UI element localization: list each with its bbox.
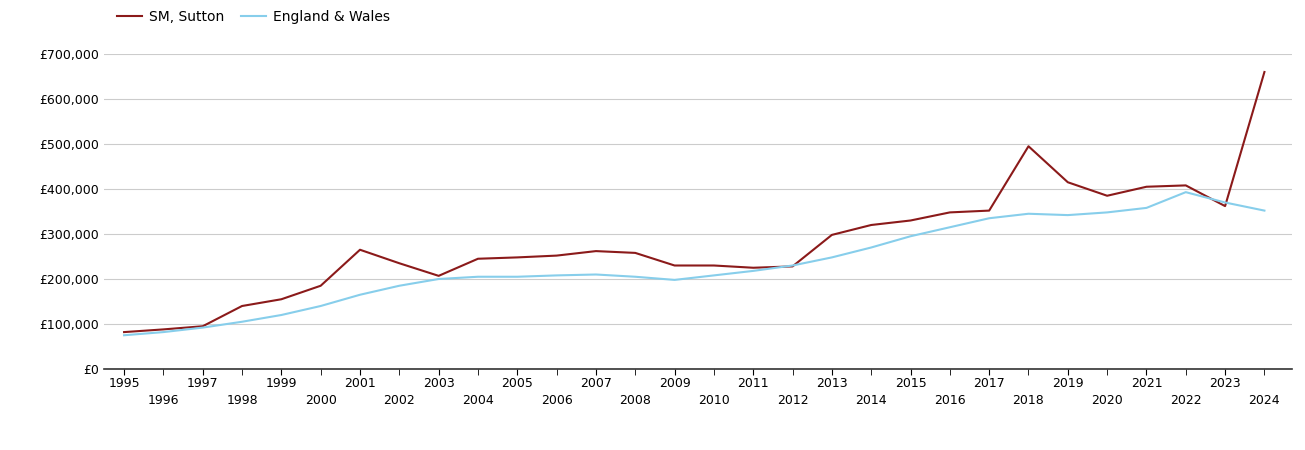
England & Wales xyxy=(981,216,997,221)
SM, Sutton xyxy=(1139,184,1155,189)
SM, Sutton xyxy=(1178,183,1194,188)
SM, Sutton xyxy=(903,218,919,223)
England & Wales xyxy=(116,333,132,338)
SM, Sutton xyxy=(470,256,485,261)
SM, Sutton xyxy=(1021,144,1036,149)
England & Wales xyxy=(1060,212,1075,218)
England & Wales xyxy=(706,273,722,278)
SM, Sutton xyxy=(392,261,407,266)
SM, Sutton xyxy=(509,255,525,260)
SM, Sutton xyxy=(628,250,643,256)
England & Wales xyxy=(823,255,839,260)
SM, Sutton xyxy=(234,303,249,309)
England & Wales xyxy=(628,274,643,279)
England & Wales xyxy=(1257,208,1272,213)
Legend: SM, Sutton, England & Wales: SM, Sutton, England & Wales xyxy=(111,4,395,29)
England & Wales xyxy=(234,319,249,324)
SM, Sutton xyxy=(745,265,761,270)
England & Wales xyxy=(392,283,407,288)
SM, Sutton xyxy=(1060,180,1075,185)
England & Wales xyxy=(745,268,761,274)
SM, Sutton xyxy=(431,273,446,279)
SM, Sutton xyxy=(942,210,958,215)
England & Wales xyxy=(155,329,171,335)
England & Wales xyxy=(274,312,290,318)
England & Wales xyxy=(549,273,565,278)
SM, Sutton xyxy=(549,253,565,258)
Line: SM, Sutton: SM, Sutton xyxy=(124,72,1265,332)
England & Wales xyxy=(1218,200,1233,205)
SM, Sutton xyxy=(589,248,604,254)
SM, Sutton xyxy=(194,324,210,329)
SM, Sutton xyxy=(1099,193,1114,198)
England & Wales xyxy=(864,245,880,250)
SM, Sutton xyxy=(313,283,329,288)
SM, Sutton xyxy=(864,222,880,228)
England & Wales xyxy=(313,303,329,309)
England & Wales xyxy=(784,263,800,268)
SM, Sutton xyxy=(784,264,800,269)
SM, Sutton xyxy=(667,263,683,268)
Line: England & Wales: England & Wales xyxy=(124,192,1265,335)
SM, Sutton xyxy=(274,297,290,302)
England & Wales xyxy=(942,225,958,230)
England & Wales xyxy=(352,292,368,297)
SM, Sutton xyxy=(1218,203,1233,209)
England & Wales xyxy=(903,234,919,239)
England & Wales xyxy=(1178,189,1194,195)
England & Wales xyxy=(589,272,604,277)
SM, Sutton xyxy=(1257,69,1272,75)
SM, Sutton xyxy=(116,329,132,335)
SM, Sutton xyxy=(981,208,997,213)
SM, Sutton xyxy=(352,247,368,252)
England & Wales xyxy=(194,325,210,330)
SM, Sutton xyxy=(155,327,171,332)
England & Wales xyxy=(1099,210,1114,215)
SM, Sutton xyxy=(823,232,839,238)
SM, Sutton xyxy=(706,263,722,268)
England & Wales xyxy=(1021,211,1036,216)
England & Wales xyxy=(431,276,446,282)
England & Wales xyxy=(470,274,485,279)
England & Wales xyxy=(509,274,525,279)
England & Wales xyxy=(667,277,683,283)
England & Wales xyxy=(1139,205,1155,211)
